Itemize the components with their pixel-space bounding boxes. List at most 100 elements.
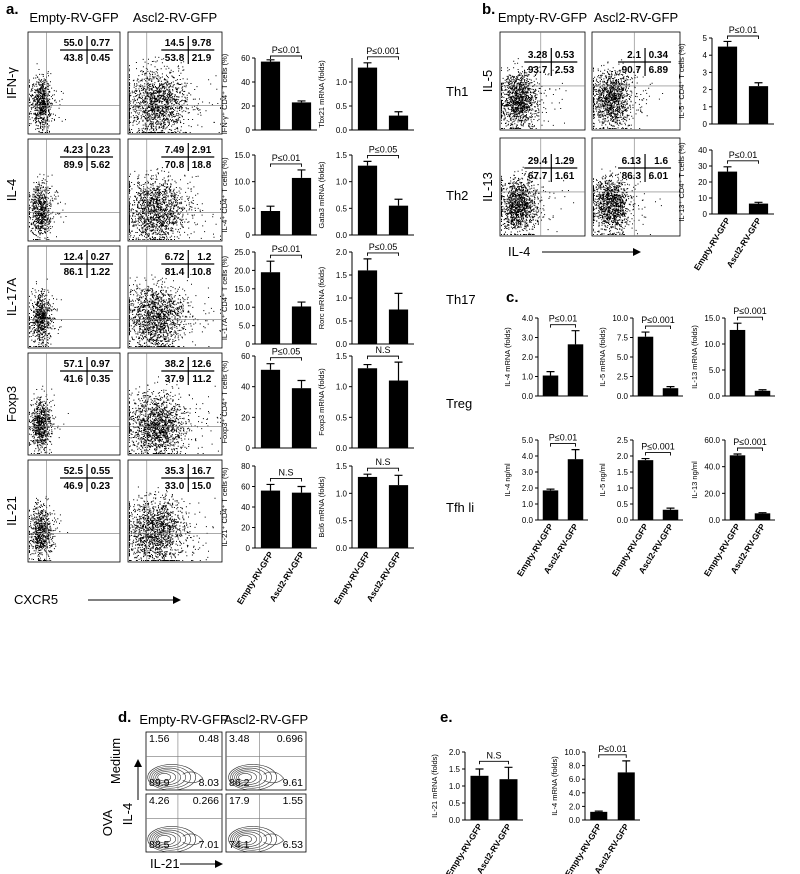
quadrant-value: 88.5: [149, 839, 170, 851]
y-tick-label: 4.0: [522, 452, 534, 461]
y-axis-label: IL-5 ng/ml: [598, 463, 607, 497]
quadrant-value: 38.2: [165, 359, 185, 370]
bar: [260, 272, 281, 344]
error-bar: [571, 330, 580, 345]
quadrant-value: 86.1: [64, 267, 84, 278]
quadrant-value: 46.9: [64, 481, 84, 492]
significance-bracket: [550, 324, 576, 328]
quadrant-value: 0.27: [91, 252, 111, 263]
quadrant-value: 41.6: [64, 374, 84, 385]
dot-cloud: [593, 166, 662, 235]
bar: [388, 115, 409, 130]
y-tick-label: 1.5: [336, 352, 348, 361]
dot-cloud: [129, 376, 221, 454]
contour: [153, 769, 182, 785]
dot-cloud: [29, 495, 69, 561]
column-header: Empty-RV-GFP: [498, 10, 587, 25]
bar: [542, 375, 559, 396]
error-bar: [363, 160, 372, 166]
y-axis-label: IL-4⁺ CD4⁺ T cells (%): [220, 157, 229, 233]
significance-label: N.S: [278, 467, 293, 477]
y-tick-label: 15.0: [234, 285, 250, 294]
significance-bracket: [737, 447, 763, 451]
y-tick-label: 25.0: [234, 248, 250, 257]
row-label: IL-4: [4, 179, 19, 201]
significance-bracket: [367, 56, 399, 60]
quadrant-value: 15.0: [192, 481, 212, 492]
y-tick-label: 0: [703, 210, 708, 219]
quadrant-value: 21.9: [192, 53, 212, 64]
panel-letter: a.: [6, 1, 19, 18]
dot-cloud: [129, 272, 221, 347]
quadrant-value: 0.266: [193, 795, 219, 807]
significance-bracket: [727, 35, 759, 39]
quadrant-value: 35.3: [165, 466, 185, 477]
significance-bracket: [727, 160, 759, 164]
bar: [357, 476, 378, 548]
y-tick-label: 0.5: [336, 413, 348, 422]
quadrant-value: 0.53: [555, 50, 575, 61]
y-tick-label: 10.0: [704, 340, 720, 349]
bar: [637, 336, 654, 396]
quadrant-value: 8.03: [199, 777, 220, 789]
quadrant-value: 74.1: [229, 839, 250, 851]
contour: [155, 771, 177, 784]
y-axis-label: IL-13⁺ CD4⁺ T cells (%): [677, 142, 686, 222]
y-tick-label: 0: [246, 444, 251, 453]
significance-bracket: [550, 443, 576, 447]
y-tick-label: 2.5: [617, 436, 629, 445]
column-header: Ascl2-RV-GFP: [133, 10, 217, 25]
error-bar: [363, 473, 372, 477]
panel-letter: e.: [440, 709, 453, 726]
quadrant-value: 16.7: [192, 466, 212, 477]
bar: [729, 329, 746, 396]
error-bar: [266, 483, 275, 491]
quadrant-value: 6.72: [165, 252, 185, 263]
error-bar: [266, 260, 275, 273]
bar: [748, 203, 769, 214]
dot-cloud: [29, 173, 67, 240]
error-bar: [641, 331, 650, 337]
quadrant-value: 1.2: [197, 252, 211, 263]
y-tick-label: 5.0: [239, 322, 251, 331]
y-tick-label: 2.0: [449, 748, 461, 757]
column-header: Ascl2-RV-GFP: [594, 10, 678, 25]
quadrant-value: 2.91: [192, 145, 212, 156]
significance-label: P≤0.05: [272, 347, 300, 357]
y-tick-label: 0.0: [709, 392, 721, 401]
contour: [230, 765, 272, 789]
y-tick-label: 40: [241, 503, 250, 512]
significance-label: P≤0.01: [272, 153, 300, 163]
quadrant-value: 11.2: [192, 374, 211, 385]
contour: [155, 833, 177, 846]
quadrant-value: 37.9: [165, 374, 185, 385]
error-bar: [297, 301, 306, 307]
y-tick-label: 80: [241, 462, 250, 471]
y-tick-label: 10.0: [234, 303, 250, 312]
error-bar: [394, 361, 403, 381]
contour: [228, 764, 277, 791]
y-tick-label: 0.0: [522, 392, 534, 401]
error-bar: [723, 40, 732, 47]
contour: [232, 767, 267, 787]
y-tick-label: 1: [703, 103, 708, 112]
error-bar: [666, 386, 675, 389]
dot-cloud: [129, 56, 221, 133]
y-tick-label: 20: [241, 102, 250, 111]
quadrant-value: 4.23: [64, 145, 84, 156]
y-tick-label: 0.5: [336, 317, 348, 326]
error-bar: [266, 363, 275, 370]
quadrant-value: 86.3: [622, 171, 642, 182]
bar: [357, 368, 378, 448]
contour: [234, 769, 262, 785]
bar: [567, 344, 584, 396]
error-bar: [363, 363, 372, 369]
error-bar: [394, 111, 403, 116]
contour: [151, 767, 187, 787]
quadrant-value: 0.34: [649, 50, 669, 61]
bar: [662, 509, 679, 520]
significance-bracket: [270, 163, 302, 167]
contour: [263, 833, 285, 846]
significance-bracket: [598, 754, 627, 758]
y-tick-label: 1.0: [336, 383, 348, 392]
